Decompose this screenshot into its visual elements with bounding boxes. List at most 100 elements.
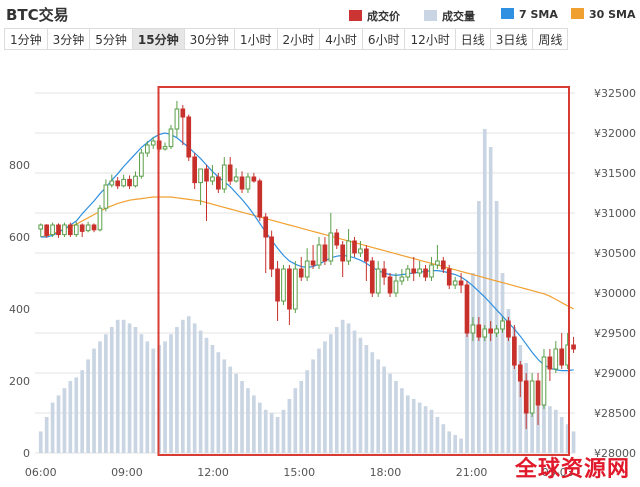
candle-body <box>571 344 576 350</box>
tab-3day[interactable]: 3日线 <box>490 28 534 50</box>
candle-body <box>559 348 565 366</box>
candle-body <box>435 260 440 266</box>
candle-body <box>482 328 488 338</box>
volume-bar <box>269 413 274 453</box>
price-tick-label: ¥28500 <box>594 407 636 420</box>
volume-bar <box>411 399 416 453</box>
candle-body <box>328 232 334 262</box>
volume-bar <box>400 388 404 453</box>
volume-bar <box>340 319 345 453</box>
volume-bar <box>435 417 440 453</box>
legend-item-sma30[interactable]: 30 SMA <box>571 8 636 21</box>
candle-body <box>399 276 405 282</box>
candle-body <box>346 240 351 262</box>
candle-body <box>44 224 50 236</box>
candle-body <box>174 108 180 130</box>
volume-bar <box>370 352 375 453</box>
candle-body <box>257 180 263 218</box>
legend-label-sma30: 30 SMA <box>589 8 636 21</box>
candle-body <box>192 156 198 184</box>
tab-2hour[interactable]: 2小时 <box>277 28 321 50</box>
tab-12hour[interactable]: 12小时 <box>405 28 456 50</box>
candle-body <box>541 356 547 406</box>
volume-bar <box>210 345 215 453</box>
candle-body <box>375 268 381 294</box>
tab-3min[interactable]: 3分钟 <box>47 28 91 50</box>
volume-bar <box>263 409 268 453</box>
volume-bar <box>192 323 197 453</box>
candle-body <box>440 260 446 270</box>
legend-label-price: 成交价 <box>367 10 400 23</box>
volume-bar <box>139 334 144 453</box>
volume-bar <box>145 341 150 453</box>
volume-tick-label: 400 <box>9 303 30 316</box>
volume-bar <box>465 309 469 453</box>
volume-bar <box>86 359 90 453</box>
tab-1hour[interactable]: 1小时 <box>234 28 278 50</box>
tab-6hour[interactable]: 6小时 <box>362 28 406 50</box>
volume-bar <box>376 359 381 453</box>
legend-item-volume[interactable]: 成交量 <box>424 8 475 24</box>
volume-bar <box>44 417 49 453</box>
volume-bar <box>287 399 292 453</box>
candle-body <box>73 224 79 236</box>
volume-bar <box>234 373 238 453</box>
highlight-box <box>157 86 570 456</box>
tab-1min[interactable]: 1分钟 <box>4 28 48 50</box>
candle-body <box>298 268 304 278</box>
candle-body <box>488 328 494 334</box>
volume-bar <box>453 435 457 453</box>
legend-item-sma7[interactable]: 7 SMA <box>501 8 558 21</box>
volume-bar <box>198 330 203 453</box>
tab-4hour[interactable]: 4小时 <box>320 28 363 50</box>
candle-body <box>423 268 428 278</box>
candle-body <box>281 268 286 302</box>
time-tick-label: 09:00 <box>111 466 143 479</box>
candle-body <box>334 232 340 246</box>
volume-bar <box>240 381 244 453</box>
candle-body <box>452 280 458 286</box>
candle-body <box>275 268 280 302</box>
tab-weekly[interactable]: 周线 <box>533 28 569 50</box>
volume-bar <box>38 431 43 453</box>
candle-body <box>198 168 203 184</box>
candle-body <box>50 224 55 236</box>
volume-tick-label: 800 <box>9 159 30 172</box>
candle-body <box>56 224 61 236</box>
volume-tick-label: 200 <box>9 375 30 388</box>
candle-body <box>68 224 73 236</box>
volume-bar <box>98 341 102 453</box>
volume-bar <box>382 366 386 453</box>
volume-bar <box>482 129 487 453</box>
interval-tabs: 1分钟 3分钟 5分钟 15分钟 30分钟 1小时 2小时 4小时 6小时 12… <box>4 28 569 50</box>
time-tick-label: 06:00 <box>25 466 57 479</box>
candle-body <box>103 184 109 209</box>
candle-body <box>263 216 269 238</box>
candle-body <box>547 356 553 370</box>
tab-daily[interactable]: 日线 <box>455 28 491 50</box>
volume-bar <box>346 323 351 453</box>
volume-bar <box>459 438 463 453</box>
candle-body <box>340 244 346 262</box>
price-tick-label: ¥32500 <box>594 87 636 100</box>
candle-body <box>62 224 67 236</box>
candle-body <box>429 264 434 278</box>
candle-body <box>121 178 126 187</box>
volume-bar <box>204 337 209 453</box>
candle-body <box>529 380 535 414</box>
volume-bar <box>388 373 392 453</box>
legend-item-price[interactable]: 成交价 <box>349 8 400 24</box>
volume-bar <box>358 337 363 453</box>
legend-swatch-price-icon <box>349 10 362 21</box>
candle-body <box>85 224 91 232</box>
tab-15min[interactable]: 15分钟 <box>132 28 185 50</box>
candle-body <box>150 140 156 146</box>
price-tick-label: ¥31500 <box>594 167 636 180</box>
candle-body <box>38 224 44 230</box>
tab-5min[interactable]: 5分钟 <box>90 28 133 50</box>
tab-30min[interactable]: 30分钟 <box>184 28 235 50</box>
volume-bar <box>559 417 564 453</box>
candle-body <box>292 268 298 310</box>
volume-bar <box>151 348 156 453</box>
candle-body <box>127 178 132 187</box>
